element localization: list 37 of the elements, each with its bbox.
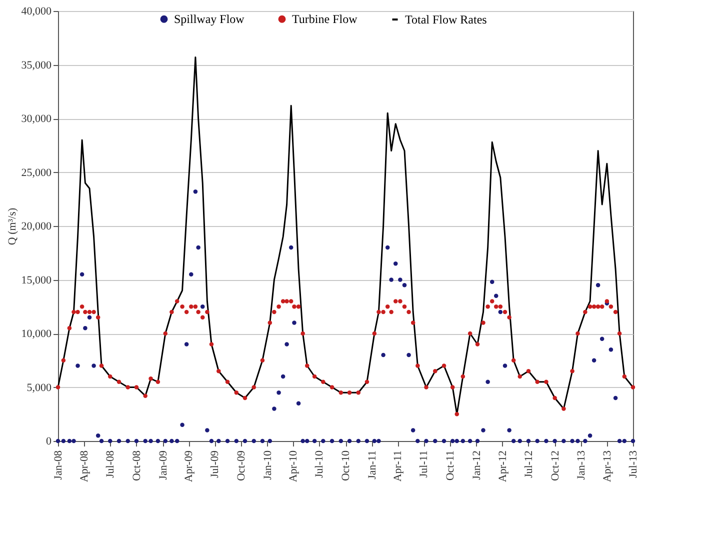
x-tick-label: Jul-13 [628,450,640,478]
x-tick-label: Jul-12 [522,450,535,478]
y-tick-label: 0 [46,436,52,448]
y-tick-label: 35,000 [21,59,52,72]
x-tick-label: Jan-09 [157,450,170,480]
x-tick-label: Oct-12 [549,450,562,482]
x-tick-label: Apr-10 [288,450,300,482]
x-tick-label: Jan-11 [366,450,378,480]
x-tick-label: Oct-09 [235,450,248,482]
y-tick-label: 5,000 [26,382,52,394]
x-tick-label: Jan-12 [470,450,483,480]
y-tick-label: 30,000 [21,113,52,125]
y-axis-title: Q (m³/s) [6,208,18,246]
x-tick-label: Jul-11 [418,450,430,478]
legend-label: Turbine Flow [292,12,358,26]
x-tick-label: Jan-13 [576,450,588,480]
legend-label: Spillway Flow [174,12,245,26]
x-tick-label: Jan-10 [262,450,274,480]
y-tick-label: 20,000 [21,220,52,232]
x-tick-label: Apr-11 [392,450,404,482]
y-tick-label: 25,000 [21,166,52,179]
x-tick-label: Jul-10 [314,450,326,478]
x-tick-label: Jul-08 [104,450,117,478]
x-tick-label: Jan-08 [52,450,64,480]
x-tick-label: Oct-10 [340,450,352,482]
x-tick-label: Jul-09 [209,450,222,478]
y-tick-label: 40,000 [21,6,52,18]
legend-label: Total Flow Rates [405,12,488,26]
line-series [57,56,634,415]
x-tick-label: Apr-12 [496,450,509,482]
x-tick-label: Apr-09 [183,450,196,482]
x-tick-label: Apr-13 [601,450,614,482]
y-tick-label: 15,000 [21,274,52,286]
y-tick-label: 10,000 [21,328,52,340]
x-tick-label: Oct-08 [130,450,143,482]
x-tick-label: Oct-11 [444,450,457,481]
x-tick-label: Apr-08 [78,450,91,482]
